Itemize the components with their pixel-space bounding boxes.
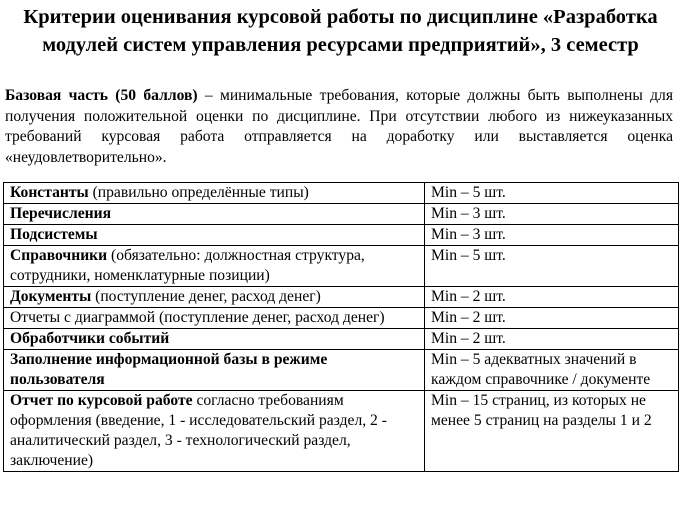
table-row: Обработчики событий Min – 2 шт. [3,328,679,350]
requirement-cell: Min – 2 шт. [424,307,679,329]
criterion-cell: Справочники (обязательно: должностная ст… [3,245,425,287]
criterion-cell: Отчеты с диаграммой (поступление денег, … [3,307,425,329]
table-row: Подсистемы Min – 3 шт. [3,224,679,246]
criterion-name: Обработчики событий [10,330,170,347]
criterion-name: Константы [10,184,89,201]
requirement-cell: Min – 5 шт. [424,182,679,204]
criterion-name: Документы [10,288,92,305]
table-row: Документы (поступление денег, расход ден… [3,286,679,308]
table-row: Заполнение информационной базы в режиме … [3,349,679,391]
criterion-cell: Перечисления [3,203,425,225]
criterion-name: Подсистемы [10,226,98,243]
criterion-detail: (правильно определённые типы) [88,184,309,201]
criterion-name: Справочники [10,247,108,264]
requirement-cell: Min – 5 шт. [424,245,679,287]
intro-paragraph: Базовая часть (50 баллов) – минимальные … [5,86,673,168]
criterion-cell: Константы (правильно определённые типы) [3,182,425,204]
requirement-cell: Min – 5 адекватных значений в каждом спр… [424,349,679,391]
table-row: Отчеты с диаграммой (поступление денег, … [3,307,679,329]
requirement-cell: Min – 3 шт. [424,224,679,246]
criteria-table: Константы (правильно определённые типы) M… [3,182,679,472]
intro-text: – минимальные требования, которые должны… [5,87,674,166]
table-row: Константы (правильно определённые типы) M… [3,182,679,204]
requirement-cell: Min – 2 шт. [424,286,679,308]
requirement-cell: Min – 3 шт. [424,203,679,225]
criterion-name: Перечисления [10,205,112,222]
document-title: Критерии оценивания курсовой работы по д… [23,6,658,56]
table-row: Отчет по курсовой работе согласно требов… [3,390,679,472]
criterion-cell: Документы (поступление денег, расход ден… [3,286,425,308]
table-row: Перечисления Min – 3 шт. [3,203,679,225]
criterion-cell: Обработчики событий [3,328,425,350]
criterion-detail: Отчеты с диаграммой (поступление денег, … [10,309,385,326]
criterion-detail: согласно требованиям оформления (введени… [10,392,387,469]
criterion-cell: Подсистемы [3,224,425,246]
criterion-detail: (поступление денег, расход денег) [91,288,321,305]
table-row: Справочники (обязательно: должностная ст… [3,245,679,287]
requirement-cell: Min – 2 шт. [424,328,679,350]
intro-bold: Базовая часть (50 баллов) [5,87,198,104]
criterion-cell: Заполнение информационной базы в режиме … [3,349,425,391]
requirement-cell: Min – 15 страниц, из которых не менее 5 … [424,390,679,472]
criterion-name: Заполнение информационной базы в режиме … [10,351,328,388]
criterion-detail: (обязательно: должностная структура, сот… [10,247,365,284]
criterion-name: Отчет по курсовой работе [10,392,193,409]
criterion-cell: Отчет по курсовой работе согласно требов… [3,390,425,472]
